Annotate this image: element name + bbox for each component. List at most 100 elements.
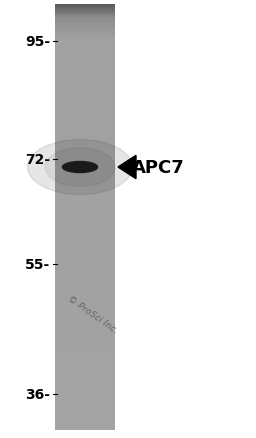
Bar xyxy=(55,289,115,291)
Bar xyxy=(55,283,115,285)
Bar xyxy=(55,87,115,89)
Bar xyxy=(55,357,115,359)
Bar xyxy=(55,340,115,342)
Bar xyxy=(55,274,115,276)
Bar xyxy=(55,259,115,261)
Bar xyxy=(55,169,115,171)
Bar xyxy=(55,261,115,263)
Bar xyxy=(55,204,115,206)
Bar xyxy=(55,354,115,356)
Bar xyxy=(55,293,115,295)
Ellipse shape xyxy=(62,162,98,173)
Bar xyxy=(55,81,115,83)
Bar xyxy=(55,14,115,15)
Bar xyxy=(55,142,115,144)
Bar xyxy=(55,282,115,284)
Bar xyxy=(55,145,115,147)
Bar xyxy=(55,214,115,216)
Bar xyxy=(55,135,115,137)
Bar xyxy=(55,173,115,175)
Bar xyxy=(55,91,115,93)
Bar xyxy=(55,391,115,393)
Bar xyxy=(55,201,115,203)
Bar xyxy=(55,387,115,389)
Bar xyxy=(55,231,115,233)
Bar xyxy=(55,394,115,396)
Bar xyxy=(55,300,115,302)
Bar xyxy=(55,292,115,294)
Bar xyxy=(55,402,115,404)
Bar xyxy=(55,128,115,130)
Bar xyxy=(55,159,115,161)
Bar xyxy=(55,363,115,364)
Bar xyxy=(55,16,115,18)
Bar xyxy=(55,243,115,244)
Bar xyxy=(55,193,115,195)
Bar xyxy=(55,127,115,128)
Bar xyxy=(55,39,115,41)
Bar xyxy=(55,100,115,102)
Bar xyxy=(55,319,115,321)
Bar xyxy=(55,49,115,51)
Bar xyxy=(55,385,115,387)
Bar xyxy=(55,309,115,311)
Bar xyxy=(55,258,115,260)
Bar xyxy=(55,95,115,97)
Bar xyxy=(55,85,115,88)
Bar xyxy=(55,166,115,168)
Bar xyxy=(55,392,115,394)
Bar xyxy=(55,399,115,401)
Bar xyxy=(55,281,115,283)
Bar xyxy=(55,266,115,268)
Bar xyxy=(55,197,115,199)
Bar xyxy=(55,110,115,112)
Bar xyxy=(55,191,115,194)
Bar xyxy=(55,230,115,232)
Bar xyxy=(55,375,115,377)
Bar xyxy=(55,384,115,386)
Bar xyxy=(55,217,115,219)
Bar xyxy=(55,151,115,152)
Bar xyxy=(55,330,115,332)
Bar xyxy=(55,318,115,319)
Bar xyxy=(55,264,115,265)
Bar xyxy=(55,244,115,246)
Bar xyxy=(55,220,115,222)
Bar xyxy=(55,196,115,198)
Bar xyxy=(55,364,115,366)
Bar xyxy=(55,420,115,423)
Bar xyxy=(55,353,115,355)
Bar xyxy=(55,297,115,300)
Bar xyxy=(55,180,115,182)
Bar xyxy=(55,341,115,343)
Bar xyxy=(55,203,115,205)
Bar xyxy=(55,52,115,53)
Bar xyxy=(55,9,115,11)
Bar xyxy=(55,200,115,202)
Bar xyxy=(55,346,115,347)
Bar xyxy=(55,361,115,363)
Bar xyxy=(55,223,115,225)
Bar xyxy=(55,279,115,281)
Bar xyxy=(55,23,115,25)
Bar xyxy=(55,233,115,234)
Bar xyxy=(55,206,115,208)
Bar xyxy=(55,194,115,196)
Bar xyxy=(55,149,115,151)
Bar xyxy=(55,98,115,100)
Ellipse shape xyxy=(27,140,133,195)
Bar xyxy=(55,73,115,75)
Bar xyxy=(55,137,115,138)
Bar xyxy=(55,350,115,352)
Bar xyxy=(55,94,115,96)
Bar xyxy=(55,288,115,290)
Bar xyxy=(55,374,115,376)
Bar xyxy=(55,415,115,417)
Bar xyxy=(55,368,115,370)
Bar xyxy=(55,165,115,166)
Bar xyxy=(55,255,115,257)
Text: 72-: 72- xyxy=(25,153,50,166)
Bar xyxy=(55,388,115,390)
Bar xyxy=(55,328,115,331)
Bar xyxy=(55,29,115,31)
